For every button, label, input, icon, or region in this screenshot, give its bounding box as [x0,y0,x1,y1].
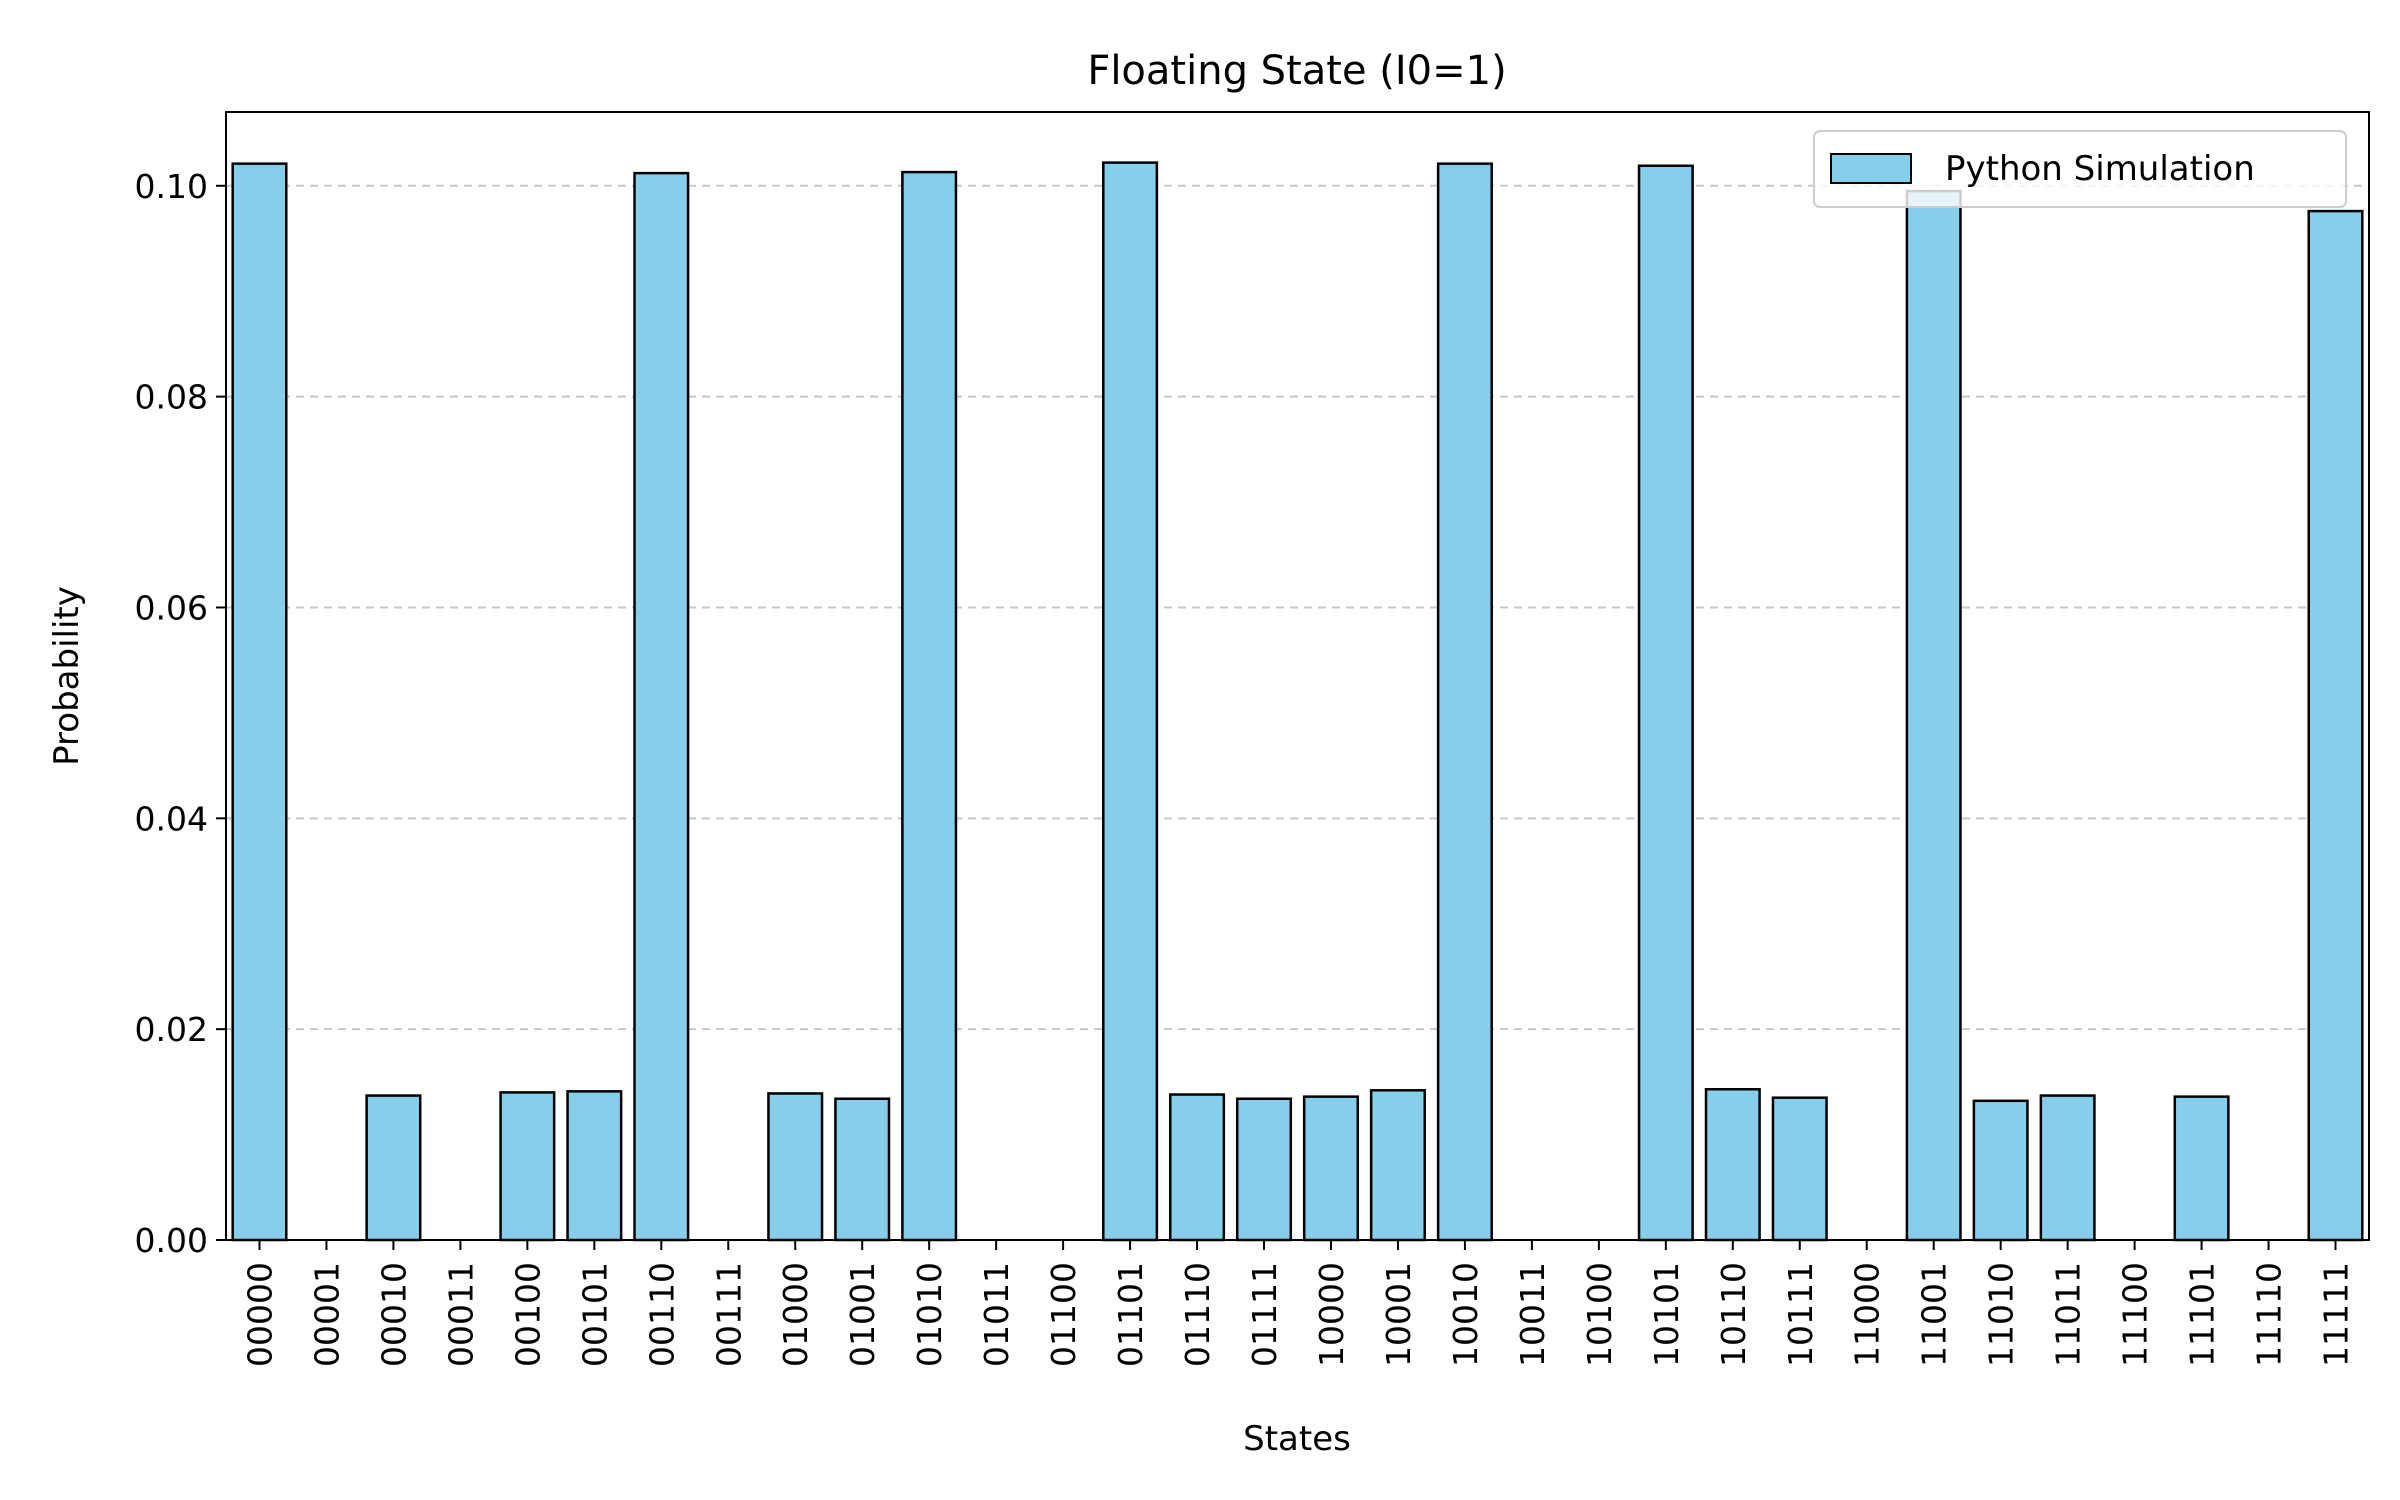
x-tick-label: 00011 [441,1262,480,1367]
x-tick-label: 10101 [1647,1262,1686,1367]
bars [231,161,2364,1242]
y-axis-ticks: 0.00 0.02 0.04 0.06 0.08 0.10 [135,167,226,1260]
x-tick-label: 01101 [1111,1262,1150,1367]
legend: Python Simulation [1813,130,2347,208]
y-tick-label: 0.08 [135,378,208,417]
x-tick-label: 10111 [1781,1262,1820,1367]
bar-01101 [1102,161,1159,1242]
x-tick-label: 01010 [910,1262,949,1367]
bar-01000 [767,1092,824,1242]
bar-11111 [2307,209,2364,1242]
bar-10111 [1771,1096,1828,1242]
x-tick-label: 10011 [1513,1262,1552,1367]
legend-swatch [1830,153,1912,184]
bar-00101 [566,1090,623,1242]
bar-10110 [1704,1087,1761,1242]
bar-11101 [2173,1095,2230,1242]
x-tick-label: 11011 [2049,1262,2088,1367]
bar-10000 [1302,1095,1360,1242]
x-tick-label: 10000 [1312,1262,1351,1367]
legend-label: Python Simulation [1945,149,2255,189]
bar-11010 [1972,1099,2029,1242]
x-tick-label: 00111 [709,1262,748,1367]
x-tick-label: 11110 [2250,1262,2289,1367]
bar-01001 [834,1097,891,1242]
x-tick-label: 11111 [2317,1262,2356,1367]
bar-01111 [1235,1097,1293,1242]
bar-11011 [2039,1094,2096,1242]
x-tick-label: 10010 [1446,1262,1485,1367]
x-tick-label: 01100 [1044,1262,1083,1367]
bar-00110 [633,171,690,1242]
bar-00100 [499,1091,556,1242]
bar-00000 [231,162,288,1242]
x-tick-label: 00100 [508,1262,547,1367]
x-tick-label: 00010 [374,1262,413,1367]
x-tick-label: 00000 [240,1262,279,1367]
x-tick-label: 00101 [575,1262,614,1367]
legend-frame [1813,130,2347,208]
x-tick-label: 11001 [1915,1262,1954,1367]
bar-10001 [1369,1089,1426,1242]
x-tick-label: 10110 [1714,1262,1753,1367]
x-tick-label: 11100 [2116,1262,2155,1367]
x-tick-label: 10001 [1379,1262,1418,1367]
x-axis-ticks: 00000 00001 00010 00011 00100 00101 00110 00111… [240,1240,2356,1367]
x-tick-label: 01110 [1178,1262,1217,1367]
x-tick-label: 10100 [1580,1262,1619,1367]
x-tick-label: 01111 [1245,1262,1284,1367]
bar-01110 [1169,1093,1226,1242]
chart-title: Floating State (I0=1) [1087,48,1506,94]
x-tick-label: 01011 [977,1262,1016,1367]
x-tick-label: 00110 [642,1262,681,1367]
y-tick-label: 0.02 [135,1010,208,1049]
bar-00010 [365,1094,422,1242]
y-tick-label: 0.00 [135,1221,208,1260]
x-tick-label: 11101 [2183,1262,2222,1367]
bar-01010 [901,170,958,1242]
x-tick-label: 11010 [1982,1262,2021,1367]
x-tick-label: 00001 [307,1262,346,1367]
y-tick-label: 0.10 [135,167,208,206]
y-axis-label: Probability [47,586,87,766]
x-tick-label: 01001 [843,1262,882,1367]
y-tick-label: 0.06 [135,588,208,627]
x-tick-label: 01000 [776,1262,815,1367]
bar-10101 [1637,164,1694,1242]
x-axis-label: States [1243,1419,1351,1459]
bar-11001 [1905,189,1962,1242]
grid-lines [226,184,2369,1031]
plot-frame [225,111,2370,1241]
x-tick-label: 11000 [1848,1262,1887,1367]
y-tick-label: 0.04 [135,799,208,838]
bar-10010 [1436,162,1493,1242]
